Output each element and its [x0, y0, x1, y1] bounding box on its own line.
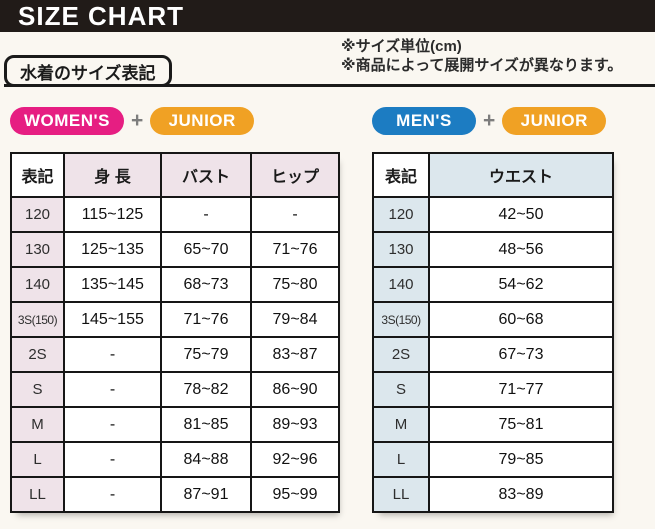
- table-row: 130 125~135 65~70 71~76: [10, 231, 340, 268]
- bust-cell: 84~88: [160, 441, 252, 478]
- size-cell: 130: [10, 231, 65, 268]
- hip-cell: 71~76: [250, 231, 340, 268]
- height-cell: -: [63, 476, 162, 513]
- size-cell: S: [10, 371, 65, 408]
- size-cell: S: [372, 371, 430, 408]
- note-size-varies: ※商品によって展開サイズが異なります。: [341, 57, 623, 74]
- size-cell: LL: [10, 476, 65, 513]
- height-cell: 115~125: [63, 196, 162, 233]
- size-cell: 140: [10, 266, 65, 303]
- size-cell: L: [10, 441, 65, 478]
- section-label-box: 水着のサイズ表記: [4, 55, 172, 87]
- height-cell: 125~135: [63, 231, 162, 268]
- header-size: 表記: [10, 152, 65, 198]
- header-bust: バスト: [160, 152, 252, 198]
- table-row: 3S(150) 145~155 71~76 79~84: [10, 301, 340, 338]
- size-cell: 120: [372, 196, 430, 233]
- mens-junior-badges: MEN'S + JUNIOR: [372, 107, 607, 135]
- table-row: LL - 87~91 95~99: [10, 476, 340, 513]
- hip-cell: 83~87: [250, 336, 340, 373]
- hip-cell: -: [250, 196, 340, 233]
- hip-cell: 75~80: [250, 266, 340, 303]
- size-cell: M: [372, 406, 430, 443]
- size-cell: LL: [372, 476, 430, 513]
- header-height: 身 長: [63, 152, 162, 198]
- table-row: 3S(150) 60~68: [372, 301, 614, 338]
- bust-cell: 65~70: [160, 231, 252, 268]
- waist-cell: 83~89: [428, 476, 614, 513]
- bust-cell: -: [160, 196, 252, 233]
- waist-cell: 42~50: [428, 196, 614, 233]
- size-cell: 130: [372, 231, 430, 268]
- hip-cell: 79~84: [250, 301, 340, 338]
- section-label: 水着のサイズ表記: [20, 63, 156, 83]
- waist-cell: 48~56: [428, 231, 614, 268]
- womens-junior-size-table: 表記 身 長 バスト ヒップ 120 115~125 - - 130 125~1…: [10, 152, 340, 513]
- size-cell: 3S(150): [372, 301, 430, 338]
- bust-cell: 68~73: [160, 266, 252, 303]
- mens-junior-size-table: 表記 ウエスト 120 42~50 130 48~56 140 54~62 3S…: [372, 152, 614, 513]
- hip-cell: 92~96: [250, 441, 340, 478]
- waist-cell: 67~73: [428, 336, 614, 373]
- title-bar: SIZE CHART: [0, 0, 655, 32]
- height-cell: 135~145: [63, 266, 162, 303]
- table-row: 2S - 75~79 83~87: [10, 336, 340, 373]
- table-row: 140 135~145 68~73 75~80: [10, 266, 340, 303]
- size-cell: 3S(150): [10, 301, 65, 338]
- bust-cell: 78~82: [160, 371, 252, 408]
- table-row: M 75~81: [372, 406, 614, 443]
- header-size: 表記: [372, 152, 430, 198]
- size-cell: 2S: [372, 336, 430, 373]
- waist-cell: 79~85: [428, 441, 614, 478]
- hip-cell: 89~93: [250, 406, 340, 443]
- waist-cell: 75~81: [428, 406, 614, 443]
- hip-cell: 95~99: [250, 476, 340, 513]
- table-row: M - 81~85 89~93: [10, 406, 340, 443]
- size-cell: 140: [372, 266, 430, 303]
- note-unit-cm: ※サイズ単位(cm): [341, 38, 462, 55]
- size-cell: L: [372, 441, 430, 478]
- bust-cell: 75~79: [160, 336, 252, 373]
- junior-badge: JUNIOR: [502, 107, 607, 135]
- bust-cell: 71~76: [160, 301, 252, 338]
- mens-badge: MEN'S: [372, 107, 476, 135]
- size-cell: M: [10, 406, 65, 443]
- height-cell: -: [63, 406, 162, 443]
- page-title: SIZE CHART: [18, 0, 184, 31]
- table-header-row: 表記 身 長 バスト ヒップ: [10, 152, 340, 198]
- womens-badge: WOMEN'S: [10, 107, 124, 135]
- hip-cell: 86~90: [250, 371, 340, 408]
- table-header-row: 表記 ウエスト: [372, 152, 614, 198]
- table-row: 140 54~62: [372, 266, 614, 303]
- bust-cell: 87~91: [160, 476, 252, 513]
- waist-cell: 71~77: [428, 371, 614, 408]
- waist-cell: 60~68: [428, 301, 614, 338]
- plus-sign: +: [130, 109, 144, 132]
- height-cell: -: [63, 371, 162, 408]
- plus-sign: +: [483, 109, 496, 132]
- section-divider-rule: [4, 84, 655, 87]
- waist-cell: 54~62: [428, 266, 614, 303]
- size-cell: 2S: [10, 336, 65, 373]
- table-row: S 71~77: [372, 371, 614, 408]
- bust-cell: 81~85: [160, 406, 252, 443]
- height-cell: -: [63, 441, 162, 478]
- table-row: 120 42~50: [372, 196, 614, 233]
- size-cell: 120: [10, 196, 65, 233]
- unit-notes: ※サイズ単位(cm) ※商品によって展開サイズが異なります。: [341, 37, 622, 75]
- table-row: 120 115~125 - -: [10, 196, 340, 233]
- table-row: 130 48~56: [372, 231, 614, 268]
- height-cell: -: [63, 336, 162, 373]
- womens-junior-badges: WOMEN'S + JUNIOR: [10, 107, 255, 135]
- table-row: S - 78~82 86~90: [10, 371, 340, 408]
- junior-badge: JUNIOR: [150, 107, 255, 135]
- table-row: L 79~85: [372, 441, 614, 478]
- header-hip: ヒップ: [250, 152, 340, 198]
- table-row: LL 83~89: [372, 476, 614, 513]
- table-row: L - 84~88 92~96: [10, 441, 340, 478]
- table-row: 2S 67~73: [372, 336, 614, 373]
- height-cell: 145~155: [63, 301, 162, 338]
- header-waist: ウエスト: [428, 152, 614, 198]
